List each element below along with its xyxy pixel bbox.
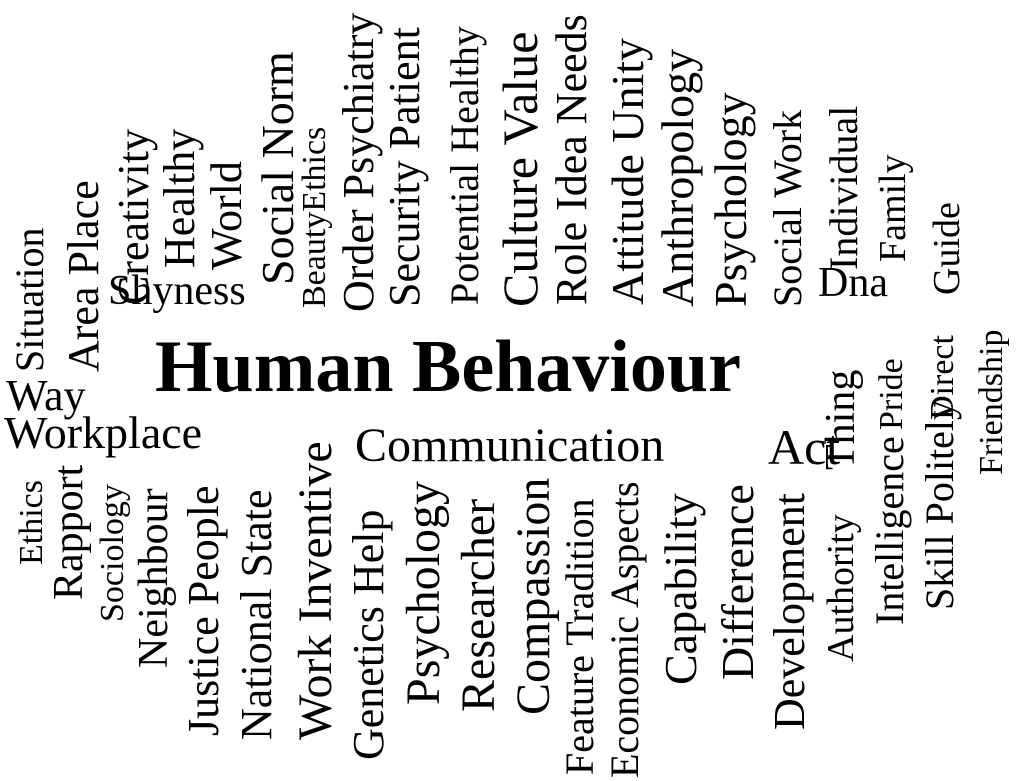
word-dna: Dna xyxy=(818,260,888,306)
word-family: Family xyxy=(872,154,914,262)
word-justice-people: Justice People xyxy=(179,485,228,736)
word-workplace: Workplace xyxy=(4,407,203,458)
word-psychology-bottom: Psychology xyxy=(397,480,450,705)
word-pride: Pride xyxy=(873,358,910,430)
word-researcher: Researcher xyxy=(452,498,505,712)
word-development: Development xyxy=(765,492,814,730)
word-world: World xyxy=(202,161,251,270)
word-economic-aspects: Economic Aspects xyxy=(602,481,647,778)
word-rapport: Rapport xyxy=(46,464,92,600)
word-ethics: Ethics xyxy=(13,480,50,565)
word-thing: Thing xyxy=(818,369,864,470)
word-order-psychiatry: Order Psychiatry xyxy=(334,12,383,312)
word-shyness: Shyness xyxy=(108,268,246,314)
word-situation: Situation xyxy=(7,227,52,372)
word-work-inventive: Work Inventive xyxy=(289,441,342,740)
main-title: Human Behaviour xyxy=(155,326,741,408)
word-skill-politely: Skill Politely xyxy=(917,399,962,610)
word-capability: Capability xyxy=(655,493,706,685)
word-social-norm: Social Norm xyxy=(252,51,303,285)
word-difference: Difference xyxy=(712,484,763,680)
word-authority: Authority xyxy=(820,514,862,662)
word-role-idea-needs: Role Idea Needs xyxy=(547,14,596,305)
word-friendship: Friendship xyxy=(973,329,1010,475)
word-compassion: Compassion xyxy=(507,477,560,715)
word-security-patient: Security Patient xyxy=(380,27,429,307)
word-feature-tradition: Feature Tradition xyxy=(557,498,602,775)
word-healthy: Healthy xyxy=(155,128,204,268)
word-social-work: Social Work xyxy=(765,109,810,307)
word-intelligence: Intelligence xyxy=(867,436,912,625)
word-way: Way xyxy=(6,371,86,420)
word-individual: Individual xyxy=(821,105,866,270)
word-anthropology: Anthropology xyxy=(652,48,703,307)
word-beauty-ethics: BeautyEthics xyxy=(296,126,333,308)
word-area-place: Area Place xyxy=(59,180,108,372)
word-national-state: National State xyxy=(232,489,281,741)
word-creativity: Creativity xyxy=(109,129,158,305)
word-genetics-help: Genetics Help xyxy=(344,509,393,760)
word-act: Act xyxy=(768,419,841,475)
word-guide: Guide xyxy=(926,202,968,295)
word-neighbour: Neighbour xyxy=(131,488,177,668)
word-psychology-top: Psychology xyxy=(705,92,756,307)
word-attitude-unity: Attitude Unity xyxy=(602,37,653,305)
word-culture-value: Culture Value xyxy=(492,31,548,307)
word-communication: Communication xyxy=(355,419,665,472)
word-sociology: Sociology xyxy=(94,484,131,622)
word-potential-healthy: Potential Healthy xyxy=(442,26,487,305)
